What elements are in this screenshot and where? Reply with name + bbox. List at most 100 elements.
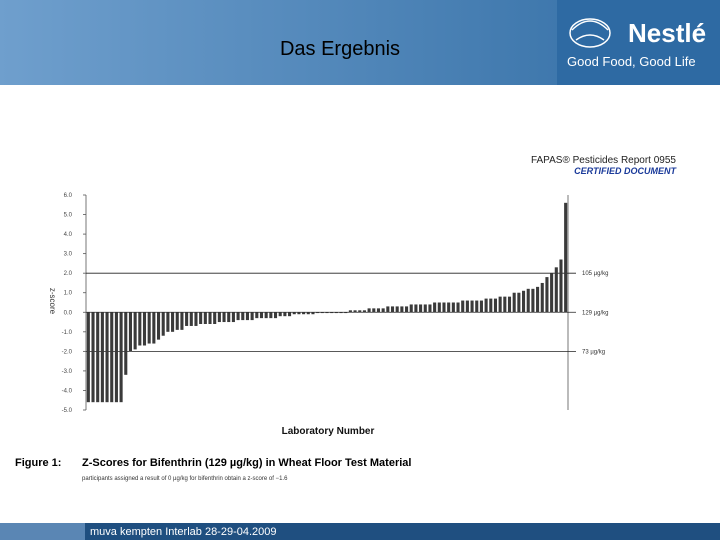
figure-note: participants assigned a result of 0 µg/k… (82, 476, 288, 482)
bar (526, 288, 530, 313)
bar (222, 312, 226, 323)
bar (105, 312, 109, 403)
bar (133, 312, 137, 350)
bar (175, 312, 179, 330)
y-tick-label: 5.0 (64, 213, 73, 219)
bar (124, 312, 128, 375)
footer-bar (0, 523, 720, 540)
bar (521, 290, 526, 313)
bar (91, 312, 95, 403)
y-tick-label: -4.0 (62, 388, 73, 394)
bar (259, 312, 264, 319)
bar (264, 312, 268, 319)
bar (86, 312, 90, 403)
bar (156, 312, 161, 340)
bar (344, 312, 348, 314)
bar (493, 298, 498, 313)
bar (278, 312, 282, 317)
y-tick-label: 4.0 (64, 232, 73, 238)
bar (559, 259, 563, 313)
bar (166, 312, 170, 332)
bar (334, 312, 338, 314)
bar (231, 312, 235, 323)
bar (461, 300, 465, 313)
bar (475, 300, 479, 313)
bar (138, 312, 142, 346)
y-tick-label: 0.0 (64, 310, 73, 316)
bar (545, 277, 549, 313)
y-tick-label: -3.0 (62, 369, 73, 375)
bar (353, 310, 357, 313)
bar (381, 308, 385, 313)
bar (470, 300, 474, 313)
y-tick-label: 6.0 (64, 193, 73, 199)
y-tick-label: -2.0 (62, 349, 73, 355)
bar (110, 312, 114, 403)
bar (339, 312, 343, 314)
bar (316, 312, 320, 314)
bar (550, 273, 554, 313)
bar (503, 296, 507, 313)
tagline: Good Food, Good Life (567, 54, 696, 69)
bar (306, 312, 310, 315)
bar (390, 306, 395, 313)
bar (442, 302, 446, 313)
y-tick-label: 2.0 (64, 271, 73, 277)
bar (128, 312, 133, 352)
bar (283, 312, 287, 317)
figure-title: Z-Scores for Bifenthrin (129 µg/kg) in W… (82, 457, 411, 469)
bar (479, 300, 483, 313)
bar (185, 312, 189, 326)
bar (367, 308, 371, 313)
footer-text: muva kempten Interlab 28-29-04.2009 (90, 526, 277, 538)
bar (447, 302, 451, 313)
bar (194, 312, 198, 326)
bar (203, 312, 207, 324)
y-tick-label: 1.0 (64, 291, 73, 297)
bar (245, 312, 249, 321)
bar (540, 282, 544, 313)
bar (386, 306, 390, 313)
slide-title: Das Ergebnis (280, 38, 400, 60)
bar (437, 302, 441, 313)
bar (269, 312, 273, 319)
bar (400, 306, 404, 313)
logo-block (557, 0, 720, 85)
bar (297, 312, 301, 315)
bar (255, 312, 259, 319)
bar (419, 304, 423, 313)
bar (241, 312, 245, 321)
bar (395, 306, 399, 313)
bar (96, 312, 100, 403)
bar (414, 304, 418, 313)
bar (362, 310, 366, 313)
bar (484, 298, 488, 313)
bar (536, 286, 540, 313)
bar (311, 312, 315, 315)
bar (376, 308, 381, 313)
nest-icon (569, 18, 611, 48)
report-stamp: CERTIFIED DOCUMENT (574, 166, 677, 176)
bar (250, 312, 254, 321)
reference-label: 129 µg/kg (582, 310, 608, 316)
bar (423, 304, 427, 313)
bar (330, 312, 334, 314)
bar (512, 292, 516, 313)
bar (114, 312, 118, 403)
bar (180, 312, 184, 330)
bar (428, 304, 432, 313)
x-axis-label: Laboratory Number (282, 426, 375, 437)
bar (358, 310, 362, 313)
y-tick-label: 3.0 (64, 252, 73, 258)
bar (213, 312, 217, 324)
bar (189, 312, 193, 326)
bar (171, 312, 175, 332)
bar (507, 296, 512, 313)
bar (273, 312, 278, 319)
bar (236, 312, 240, 321)
bar (498, 296, 502, 313)
report-name: FAPAS® Pesticides Report 0955 (531, 155, 676, 166)
reference-label: 73 µg/kg (582, 349, 605, 355)
